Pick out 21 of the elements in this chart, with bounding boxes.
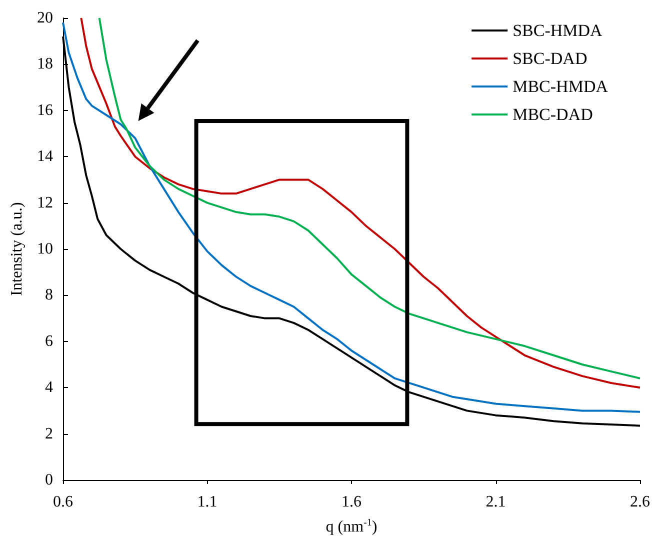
y-tick-label: 6 [45, 332, 53, 350]
legend-label: MBC-HMDA [512, 77, 609, 96]
y-tick-label: 2 [45, 425, 53, 442]
x-tick-label: 2.6 [630, 494, 650, 510]
y-tick-label: 8 [45, 286, 53, 304]
legend-label: SBC-HMDA [512, 21, 604, 40]
y-tick-label: 14 [37, 148, 53, 166]
y-tick-label: 10 [37, 240, 53, 258]
x-tick-label: 1.6 [342, 494, 362, 510]
y-tick-label: 4 [45, 379, 53, 396]
x-tick-label: 2.1 [486, 494, 506, 510]
y-tick-label: 20 [37, 10, 53, 26]
y-tick-label: 16 [37, 102, 53, 119]
y-tick-label: 0 [45, 472, 53, 488]
legend-label: MBC-DAD [512, 105, 593, 124]
legend-label: SBC-DAD [512, 49, 588, 68]
x-tick-label: 0.6 [53, 494, 73, 510]
x-tick-label: 1.1 [197, 494, 218, 510]
y-axis-title: Intensity (a.u.) [8, 202, 26, 296]
y-tick-label: 18 [37, 56, 53, 73]
y-tick-label: 12 [37, 194, 53, 212]
